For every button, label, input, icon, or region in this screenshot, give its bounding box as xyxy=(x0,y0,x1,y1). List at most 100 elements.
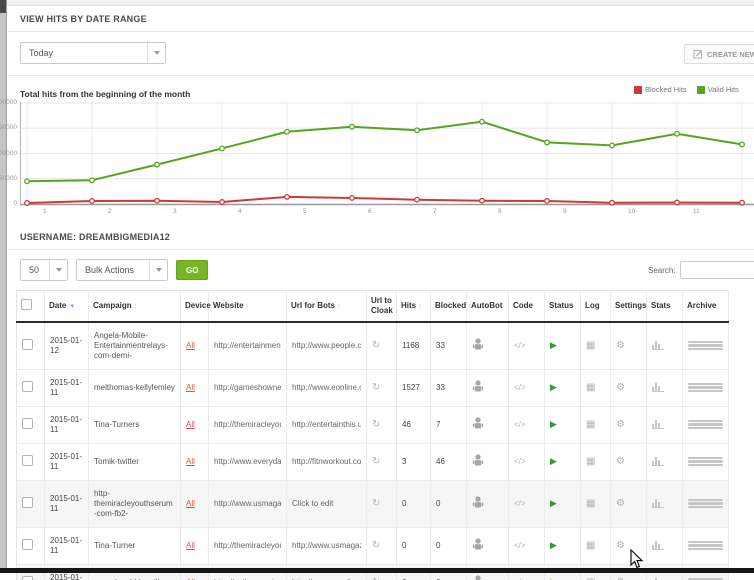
url-for-bots-link[interactable]: http://www.usmagazine.c... xyxy=(292,540,361,550)
page-size-select[interactable]: 50 xyxy=(20,259,68,281)
stats-chart-icon[interactable] xyxy=(652,457,664,467)
row-checkbox[interactable] xyxy=(22,575,33,580)
row-checkbox[interactable] xyxy=(22,338,33,350)
status-play-icon[interactable]: ▶ xyxy=(550,340,557,351)
url-for-bots-link[interactable]: http://entertainthis.usatod... xyxy=(292,419,361,429)
column-header-website[interactable]: Website ↕ xyxy=(208,290,287,323)
autobot-robot-icon[interactable] xyxy=(472,538,484,551)
archive-icon[interactable] xyxy=(688,340,723,351)
code-icon[interactable]: </> xyxy=(514,498,526,508)
device-link[interactable]: All xyxy=(186,540,195,550)
row-checkbox[interactable] xyxy=(22,417,33,429)
url-for-bots-link[interactable]: http://www.eonline.com/n... xyxy=(292,382,361,392)
url-for-bots-link[interactable]: Click to edit xyxy=(292,498,334,508)
archive-icon[interactable] xyxy=(688,456,723,467)
column-header-url-for-bots[interactable]: Url for Bots ↕ xyxy=(286,290,367,323)
bulk-actions-select[interactable]: Bulk Actions xyxy=(76,259,168,281)
autobot-robot-icon[interactable] xyxy=(472,496,484,509)
autobot-robot-icon[interactable] xyxy=(472,380,484,393)
code-icon[interactable]: </> xyxy=(514,456,526,466)
column-header-url-to-cloak[interactable]: Url to Cloak ↕ xyxy=(366,290,398,323)
status-play-icon[interactable]: ▶ xyxy=(550,540,557,551)
status-play-icon[interactable]: ▶ xyxy=(550,382,557,393)
y-tick-label: 0 xyxy=(13,200,17,207)
go-button[interactable]: GO xyxy=(176,260,209,280)
website-link[interactable]: http://themiracleyouthser... xyxy=(214,540,281,550)
autobot-robot-icon[interactable] xyxy=(472,338,484,351)
device-link[interactable]: All xyxy=(186,340,195,350)
settings-gear-icon[interactable]: ⚙ xyxy=(616,339,625,351)
log-icon[interactable]: ▦ xyxy=(586,339,596,351)
archive-icon[interactable] xyxy=(688,540,723,551)
status-play-icon[interactable]: ▶ xyxy=(550,577,557,580)
stats-chart-icon[interactable] xyxy=(652,420,664,430)
row-checkbox[interactable] xyxy=(22,538,33,550)
stats-chart-icon[interactable] xyxy=(652,341,664,351)
autobot-robot-icon[interactable] xyxy=(472,575,484,580)
device-link[interactable]: All xyxy=(186,498,195,508)
settings-gear-icon[interactable]: ⚙ xyxy=(616,455,625,467)
settings-gear-icon[interactable]: ⚙ xyxy=(616,497,625,509)
website-link[interactable]: http://entertainmentrelays... xyxy=(214,340,281,350)
code-icon[interactable]: </> xyxy=(514,578,526,580)
url-for-bots-link[interactable]: http://www.goodhouseke... xyxy=(292,578,361,580)
settings-gear-icon[interactable]: ⚙ xyxy=(616,577,625,580)
url-for-bots-link[interactable]: http://www.people.com/ar... xyxy=(292,340,361,350)
cloak-refresh-icon[interactable]: ↻ xyxy=(372,455,381,467)
column-header-date[interactable]: Date ▼ xyxy=(44,290,89,323)
device-link[interactable]: All xyxy=(186,456,195,466)
device-link[interactable]: All xyxy=(186,419,195,429)
log-icon[interactable]: ▦ xyxy=(586,455,596,467)
select-all-checkbox[interactable] xyxy=(21,299,32,311)
code-icon[interactable]: </> xyxy=(514,340,526,350)
website-link[interactable]: http://www.usmagazine.c... xyxy=(214,498,281,508)
archive-icon[interactable] xyxy=(688,382,723,393)
device-link[interactable]: All xyxy=(186,578,195,580)
archive-icon[interactable] xyxy=(688,419,723,430)
status-play-icon[interactable]: ▶ xyxy=(550,419,557,430)
search-input[interactable] xyxy=(679,261,754,279)
url-for-bots-link[interactable]: http://fitnworkout.com/ xyxy=(292,456,361,466)
settings-gear-icon[interactable]: ⚙ xyxy=(616,539,625,551)
code-icon[interactable]: </> xyxy=(514,419,526,429)
cloak-refresh-icon[interactable]: ↻ xyxy=(372,539,381,551)
column-header-campaign[interactable]: Campaign ↕ xyxy=(88,290,181,323)
website-link[interactable]: http://www.everydayfitnes... xyxy=(214,456,281,466)
stats-chart-icon[interactable] xyxy=(652,541,664,551)
stats-chart-icon[interactable] xyxy=(652,383,664,393)
cloak-refresh-icon[interactable]: ↻ xyxy=(372,381,381,393)
status-play-icon[interactable]: ▶ xyxy=(550,498,557,509)
log-icon[interactable]: ▦ xyxy=(586,418,596,430)
code-icon[interactable]: </> xyxy=(514,382,526,392)
stats-chart-icon[interactable] xyxy=(652,499,664,509)
log-icon[interactable]: ▦ xyxy=(586,497,596,509)
column-header-device[interactable]: Device ↕ xyxy=(180,290,216,323)
cloak-refresh-icon[interactable]: ↻ xyxy=(372,339,381,351)
log-icon[interactable]: ▦ xyxy=(586,577,595,580)
website-link[interactable]: http://themiracleyouthser... xyxy=(214,419,281,429)
row-checkbox[interactable] xyxy=(22,454,33,466)
autobot-robot-icon[interactable] xyxy=(472,454,484,467)
row-checkbox[interactable] xyxy=(22,496,33,508)
archive-icon[interactable] xyxy=(688,577,723,580)
device-link[interactable]: All xyxy=(186,382,195,392)
log-icon[interactable]: ▦ xyxy=(586,539,596,551)
cloak-refresh-icon[interactable]: ↻ xyxy=(372,577,380,580)
stats-chart-icon[interactable] xyxy=(652,578,664,580)
code-icon[interactable]: </> xyxy=(514,540,526,550)
cloak-refresh-icon[interactable]: ↻ xyxy=(372,497,381,509)
log-icon[interactable]: ▦ xyxy=(586,381,596,393)
website-link[interactable]: http://onlinegossipchann... xyxy=(214,578,281,580)
cloak-refresh-icon[interactable]: ↻ xyxy=(372,418,381,430)
status-play-icon[interactable]: ▶ xyxy=(550,456,557,467)
autobot-robot-icon[interactable] xyxy=(472,417,484,430)
date-range-select[interactable]: Today xyxy=(20,42,166,64)
row-checkbox[interactable] xyxy=(22,380,33,392)
create-campaign-button[interactable]: CREATE NEW CAMPAIGN xyxy=(684,44,754,64)
column-header-blocked[interactable]: Blocked ↕ xyxy=(430,290,472,323)
settings-gear-icon[interactable]: ⚙ xyxy=(616,418,625,430)
column-header-hits[interactable]: Hits ↕ xyxy=(396,290,431,323)
website-link[interactable]: http://gameshownews.net xyxy=(214,382,281,392)
archive-icon[interactable] xyxy=(688,498,723,509)
settings-gear-icon[interactable]: ⚙ xyxy=(616,381,625,393)
